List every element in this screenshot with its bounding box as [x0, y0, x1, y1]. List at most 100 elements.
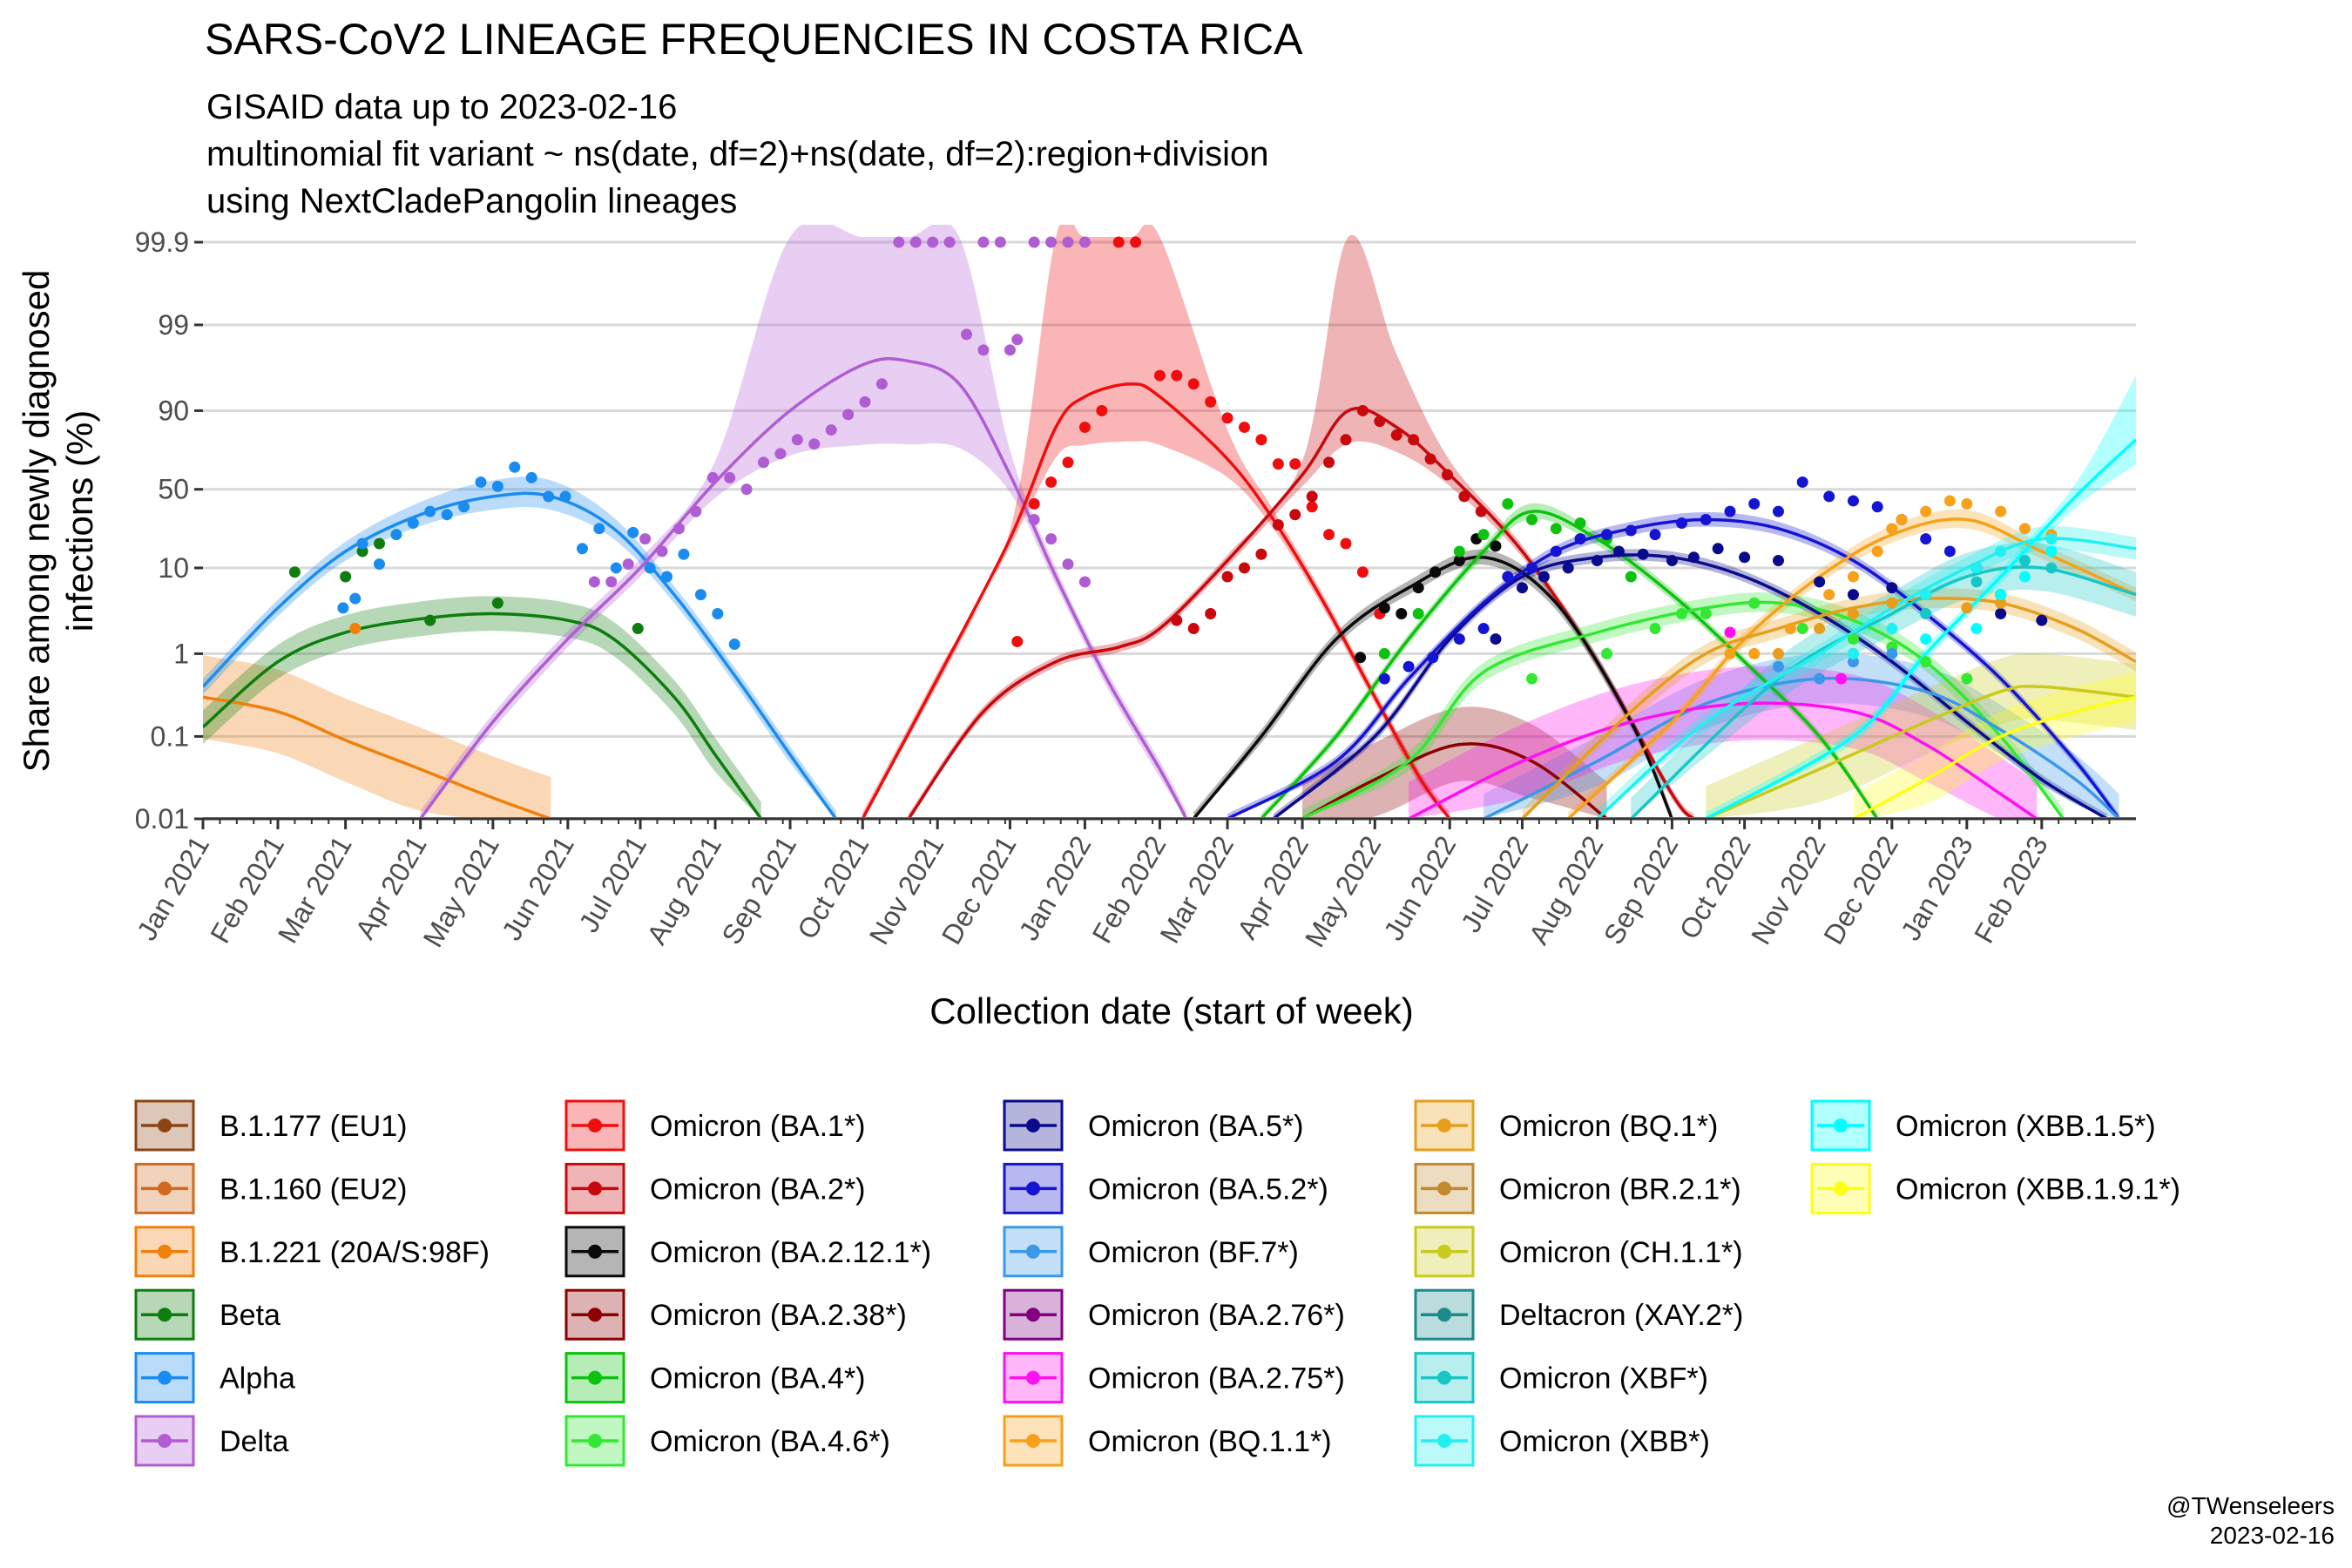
band-omicron-ba-1	[862, 225, 1450, 819]
fit-line-omicron-ba-4	[1260, 510, 1879, 819]
point-omicron-ba-1	[1255, 434, 1267, 446]
legend-label: Omicron (BA.4.6*)	[650, 1425, 890, 1458]
point-omicron-ba-5-2	[1920, 533, 1932, 545]
point-beta	[373, 537, 385, 550]
point-omicron-xbb-1-5	[1920, 633, 1932, 645]
point-alpha	[373, 558, 385, 571]
point-omicron-ba-4	[1502, 497, 1514, 510]
point-alpha	[491, 480, 504, 492]
x-tick-label: Oct 2022	[1673, 830, 1757, 943]
point-omicron-bq-1-1	[1886, 523, 1898, 535]
legend-item-delta: Delta	[134, 1415, 288, 1467]
point-omicron-ba-2	[1340, 434, 1352, 446]
point-omicron-ba-1	[1238, 421, 1250, 433]
point-omicron-ba-5-2	[1477, 623, 1490, 635]
band-omicron-ch-1-1	[1706, 652, 2136, 819]
band-omicron-ba-2-38	[1302, 706, 1607, 819]
point-omicron-bq-1	[1961, 602, 1973, 614]
point-delta	[774, 448, 787, 460]
point-omicron-ba-2	[1441, 469, 1453, 481]
point-delta	[859, 395, 871, 408]
point-omicron-ba-5	[1687, 551, 1700, 564]
point-delta	[672, 523, 685, 535]
point-omicron-ba-1	[1078, 421, 1091, 433]
legend-label: B.1.160 (EU2)	[220, 1173, 407, 1206]
legend-key-point	[1437, 1119, 1451, 1132]
point-omicron-ba-2-12-1	[1412, 582, 1424, 594]
point-delta	[927, 236, 939, 248]
point-omicron-ba-2	[1255, 548, 1267, 560]
legend-key-point	[588, 1244, 602, 1259]
point-omicron-ba-4	[1625, 571, 1637, 583]
legend-key-point	[1834, 1119, 1848, 1132]
point-delta	[1045, 236, 1058, 248]
point-alpha	[525, 471, 537, 483]
point-alpha	[678, 548, 690, 560]
point-omicron-ba-1	[1045, 476, 1058, 488]
legend-label: Omicron (BA.5*)	[1088, 1110, 1304, 1143]
point-omicron-ba-5-2	[1502, 571, 1514, 583]
point-omicron-bf-7	[1772, 660, 1784, 672]
point-omicron-ba-5-2	[1526, 562, 1538, 574]
fit-line-omicron-ch-1-1	[1705, 685, 2136, 819]
grid	[203, 240, 2136, 821]
point-omicron-ba-2-12-1	[1378, 602, 1390, 614]
chart-subtitle-line-1: GISAID data up to 2023-02-16	[206, 88, 677, 126]
point-omicron-xbf	[2018, 555, 2031, 567]
point-omicron-ba-4-6	[1748, 597, 1761, 609]
point-omicron-ba-4	[1526, 513, 1538, 525]
legend-key-point	[158, 1244, 172, 1259]
point-omicron-ba-2	[1238, 562, 1250, 574]
legend-label: Omicron (XBB.1.9.1*)	[1896, 1173, 2180, 1206]
point-beta	[356, 545, 368, 558]
point-omicron-ba-2	[1323, 456, 1335, 469]
point-omicron-ba-2	[1458, 490, 1470, 503]
band-omicron-bq-1	[1522, 588, 2136, 819]
legend-key-point	[588, 1119, 602, 1132]
point-omicron-ba-4	[1574, 517, 1586, 529]
point-omicron-ba-5-2	[1378, 672, 1390, 685]
point-alpha	[356, 537, 368, 550]
band-omicron-ba-4-6	[1302, 591, 2064, 819]
point-omicron-ba-2	[1205, 607, 1217, 619]
point-omicron-ba-2-12-1	[1396, 607, 1408, 619]
legend-item-omicron-br-2-1: Omicron (BR.2.1*)	[1414, 1162, 1741, 1214]
point-omicron-ba-5	[1516, 582, 1528, 594]
x-tick-label: Aug 2021	[640, 831, 727, 950]
legend-label: Omicron (BA.2.75*)	[1088, 1362, 1345, 1396]
point-alpha	[390, 529, 402, 541]
point-omicron-ba-4	[1453, 545, 1465, 558]
legend-label: Omicron (BF.7*)	[1088, 1236, 1299, 1269]
legend-label: Deltacron (XAY.2*)	[1499, 1299, 1743, 1332]
point-omicron-ba-5	[1739, 551, 1751, 564]
point-delta	[1062, 236, 1074, 248]
point-omicron-bq-1-1	[1995, 505, 2007, 517]
point-alpha	[349, 592, 362, 605]
point-alpha	[694, 589, 706, 601]
legend-label: Alpha	[220, 1362, 295, 1396]
point-delta	[605, 576, 618, 588]
x-tick-label: Sep 2022	[1598, 831, 1685, 950]
x-tick-label: Oct 2021	[791, 831, 875, 944]
point-omicron-ba-1	[1096, 404, 1108, 416]
point-alpha	[475, 476, 487, 488]
point-alpha	[610, 562, 622, 574]
point-alpha	[593, 523, 605, 535]
credit-date: 2023-02-16	[2210, 1522, 2335, 1549]
point-omicron-ba-5	[1995, 607, 2007, 619]
legend-label: Omicron (BA.2.12.1*)	[650, 1236, 931, 1269]
point-alpha	[712, 607, 724, 619]
legend-label: Omicron (BA.1*)	[650, 1110, 866, 1143]
legend-key-point	[158, 1181, 172, 1196]
point-omicron-ba-1	[1112, 236, 1125, 248]
point-omicron-bq-1	[1995, 597, 2007, 609]
point-omicron-ba-1	[1272, 458, 1284, 470]
legend-item-omicron-ba-5: Omicron (BA.5*)	[1003, 1099, 1304, 1152]
point-delta	[961, 328, 973, 341]
point-omicron-ba-1	[1171, 369, 1183, 382]
legend-label: Omicron (CH.1.1*)	[1499, 1236, 1743, 1269]
point-omicron-ba-2	[1306, 490, 1318, 503]
legend-label: Omicron (BR.2.1*)	[1499, 1173, 1741, 1206]
point-omicron-xbb-1-5	[2018, 571, 2031, 583]
